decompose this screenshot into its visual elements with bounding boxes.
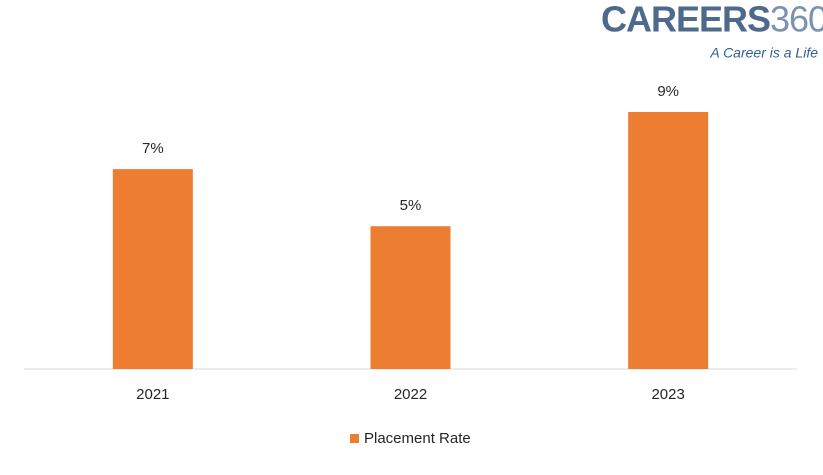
bar — [628, 112, 709, 369]
bar — [370, 226, 451, 369]
x-tick-label: 2022 — [394, 386, 427, 403]
data-label: 9% — [657, 83, 679, 100]
x-tick-label: 2023 — [651, 386, 684, 403]
data-label: 5% — [400, 197, 422, 214]
logo-tagline: A Career is a Life — [709, 45, 818, 61]
logo: CAREERS 360 A Career is a Life — [601, 0, 823, 61]
bar — [112, 169, 193, 369]
legend-label: Placement Rate — [364, 430, 471, 447]
x-tick-label: 2021 — [136, 386, 169, 403]
logo-brand: CAREERS — [601, 0, 770, 40]
legend-swatch — [350, 434, 359, 443]
logo-number: 360 — [770, 0, 823, 40]
data-label: 7% — [142, 140, 164, 157]
